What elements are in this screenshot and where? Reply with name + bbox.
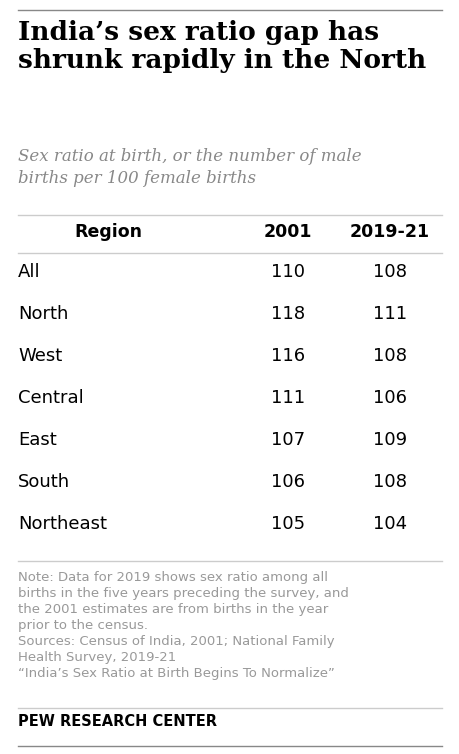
Text: 111: 111 — [372, 305, 406, 323]
Text: South: South — [18, 473, 70, 491]
Text: 118: 118 — [270, 305, 304, 323]
Text: 108: 108 — [372, 473, 406, 491]
Text: West: West — [18, 347, 62, 365]
Text: 109: 109 — [372, 431, 406, 449]
Text: Central: Central — [18, 389, 84, 407]
Text: Note: Data for 2019 shows sex ratio among all: Note: Data for 2019 shows sex ratio amon… — [18, 571, 327, 584]
Text: 2001: 2001 — [263, 223, 312, 241]
Text: India’s sex ratio gap has
shrunk rapidly in the North: India’s sex ratio gap has shrunk rapidly… — [18, 20, 425, 73]
Text: 2019-21: 2019-21 — [349, 223, 429, 241]
Text: All: All — [18, 263, 40, 281]
Text: Northeast: Northeast — [18, 515, 107, 533]
Text: Sources: Census of India, 2001; National Family: Sources: Census of India, 2001; National… — [18, 635, 334, 648]
Text: 110: 110 — [270, 263, 304, 281]
Text: 108: 108 — [372, 347, 406, 365]
Text: Sex ratio at birth, or the number of male
births per 100 female births: Sex ratio at birth, or the number of mal… — [18, 148, 361, 186]
Text: 108: 108 — [372, 263, 406, 281]
Text: 104: 104 — [372, 515, 406, 533]
Text: East: East — [18, 431, 56, 449]
Text: PEW RESEARCH CENTER: PEW RESEARCH CENTER — [18, 714, 217, 729]
Text: North: North — [18, 305, 68, 323]
Text: Region: Region — [74, 223, 142, 241]
Text: 105: 105 — [270, 515, 304, 533]
Text: 106: 106 — [372, 389, 406, 407]
Text: 116: 116 — [270, 347, 304, 365]
Text: Health Survey, 2019-21: Health Survey, 2019-21 — [18, 651, 176, 664]
Text: 111: 111 — [270, 389, 304, 407]
Text: prior to the census.: prior to the census. — [18, 619, 148, 632]
Text: 107: 107 — [270, 431, 304, 449]
Text: births in the five years preceding the survey, and: births in the five years preceding the s… — [18, 587, 348, 600]
Text: the 2001 estimates are from births in the year: the 2001 estimates are from births in th… — [18, 603, 328, 616]
Text: 106: 106 — [270, 473, 304, 491]
Text: “India’s Sex Ratio at Birth Begins To Normalize”: “India’s Sex Ratio at Birth Begins To No… — [18, 667, 334, 680]
